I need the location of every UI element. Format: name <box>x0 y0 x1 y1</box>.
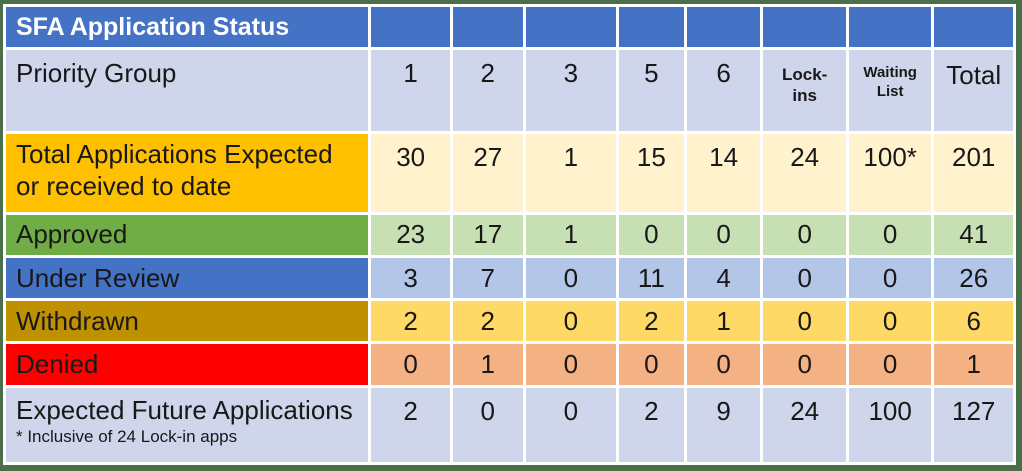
sfa-application-status-table: SFA Application Status Priority Group 1 … <box>3 4 1016 465</box>
cell-value: 0 <box>848 214 932 256</box>
table-row-denied: Denied 0 1 0 0 0 0 0 1 <box>6 344 1013 385</box>
cell-value: 0 <box>686 344 761 385</box>
title-spacer-cell <box>934 7 1013 48</box>
cell-value: 17 <box>452 214 523 256</box>
column-header-waiting-list: Waiting List <box>848 50 932 131</box>
cell-value: 201 <box>934 133 1013 212</box>
cell-value: 6 <box>934 301 1013 342</box>
table-row-expected-future: Expected Future Applications * Inclusive… <box>6 387 1013 462</box>
cell-value: 9 <box>686 387 761 462</box>
table-row-priority-group: Priority Group 1 2 3 5 6 Lock- ins Waiti… <box>6 50 1013 131</box>
cell-value: 0 <box>525 344 616 385</box>
cell-value: 2 <box>371 301 450 342</box>
cell-value: 0 <box>686 214 761 256</box>
cell-value: 2 <box>618 387 684 462</box>
cell-value: 11 <box>618 258 684 299</box>
cell-value: 1 <box>686 301 761 342</box>
cell-value: 0 <box>371 344 450 385</box>
row-label-denied: Denied <box>6 344 369 385</box>
title-spacer-cell <box>452 7 523 48</box>
column-header-total: Total <box>934 50 1013 131</box>
table-row-approved: Approved 23 17 1 0 0 0 0 41 <box>6 214 1013 256</box>
row-label-expected-future: Expected Future Applications * Inclusive… <box>6 387 369 462</box>
cell-value: 0 <box>848 301 932 342</box>
cell-value: 4 <box>686 258 761 299</box>
cell-value: 30 <box>371 133 450 212</box>
column-header: 1 <box>371 50 450 131</box>
row-label-total-applications: Total Applications Expected or received … <box>6 133 369 212</box>
cell-value: 26 <box>934 258 1013 299</box>
table-row-withdrawn: Withdrawn 2 2 0 2 1 0 0 6 <box>6 301 1013 342</box>
title-spacer-cell <box>763 7 846 48</box>
table-row-title: SFA Application Status <box>6 7 1013 48</box>
cell-value: 2 <box>371 387 450 462</box>
table-row-under-review: Under Review 3 7 0 11 4 0 0 26 <box>6 258 1013 299</box>
title-spacer-cell <box>848 7 932 48</box>
cell-value: 15 <box>618 133 684 212</box>
row-label-approved: Approved <box>6 214 369 256</box>
cell-value: 1 <box>525 214 616 256</box>
cell-value: 23 <box>371 214 450 256</box>
cell-value: 0 <box>525 301 616 342</box>
cell-value: 24 <box>763 133 846 212</box>
cell-value: 0 <box>525 387 616 462</box>
title-spacer-cell <box>618 7 684 48</box>
cell-value: 0 <box>848 344 932 385</box>
cell-value: 3 <box>371 258 450 299</box>
cell-value: 0 <box>525 258 616 299</box>
lock-in-footnote: * Inclusive of 24 Lock-in apps <box>16 427 238 447</box>
title-spacer-cell <box>686 7 761 48</box>
cell-value: 0 <box>763 258 846 299</box>
table-row-total-applications: Total Applications Expected or received … <box>6 133 1013 212</box>
cell-value: 100* <box>848 133 932 212</box>
cell-value: 0 <box>452 387 523 462</box>
column-header: 6 <box>686 50 761 131</box>
cell-value: 127 <box>934 387 1013 462</box>
cell-value: 0 <box>848 258 932 299</box>
column-header-lock-ins: Lock- ins <box>763 50 846 131</box>
column-header: 2 <box>452 50 523 131</box>
row-label-withdrawn: Withdrawn <box>6 301 369 342</box>
cell-value: 0 <box>618 214 684 256</box>
cell-value: 14 <box>686 133 761 212</box>
cell-value: 0 <box>763 214 846 256</box>
title-spacer-cell <box>371 7 450 48</box>
cell-value: 1 <box>934 344 1013 385</box>
cell-value: 24 <box>763 387 846 462</box>
table-title: SFA Application Status <box>6 7 369 48</box>
column-header: 5 <box>618 50 684 131</box>
title-spacer-cell <box>525 7 616 48</box>
cell-value: 2 <box>452 301 523 342</box>
cell-value: 41 <box>934 214 1013 256</box>
cell-value: 7 <box>452 258 523 299</box>
row-label-under-review: Under Review <box>6 258 369 299</box>
cell-value: 1 <box>525 133 616 212</box>
cell-value: 0 <box>618 344 684 385</box>
expected-future-label: Expected Future Applications <box>16 394 353 425</box>
column-header: 3 <box>525 50 616 131</box>
cell-value: 1 <box>452 344 523 385</box>
cell-value: 2 <box>618 301 684 342</box>
cell-value: 0 <box>763 344 846 385</box>
cell-value: 100 <box>848 387 932 462</box>
priority-group-label: Priority Group <box>6 50 369 131</box>
cell-value: 0 <box>763 301 846 342</box>
cell-value: 27 <box>452 133 523 212</box>
